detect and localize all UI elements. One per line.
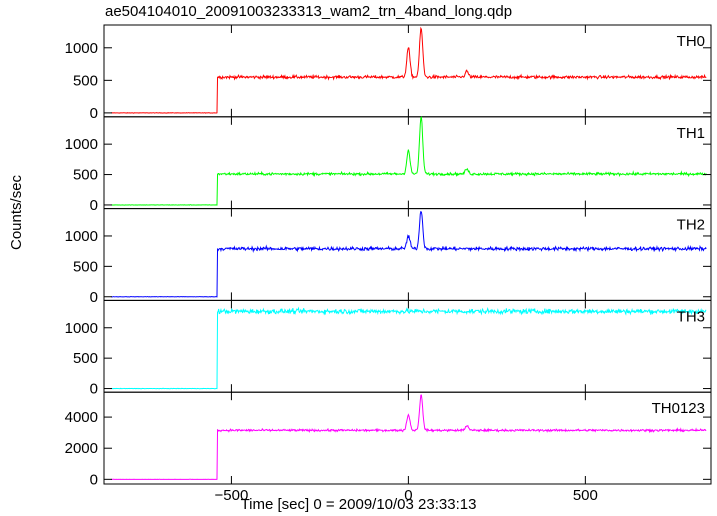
- y-axis-label: Counts/sec: [8, 174, 25, 250]
- x-tick-label: 500: [573, 487, 598, 504]
- light-curve-th0: [111, 26, 707, 114]
- y-tick-label: 0: [90, 105, 98, 122]
- panel-frame-th1: [103, 116, 712, 210]
- y-tick-label: 2000: [65, 440, 98, 457]
- y-tick-label: 0: [90, 197, 98, 214]
- light-curve-th1: [111, 116, 707, 206]
- light-curve-th2: [110, 210, 707, 298]
- y-tick-label: 0: [90, 471, 98, 488]
- y-tick-label: 1000: [65, 40, 98, 57]
- chart-title: ae504104010_20091003233313_wam2_trn_4ban…: [105, 3, 513, 20]
- y-tick-label: 1000: [65, 136, 98, 153]
- panel-label-th0123: TH0123: [652, 400, 705, 417]
- x-tick-label: −500: [215, 487, 249, 504]
- y-tick-label: 500: [73, 350, 98, 367]
- x-axis-label: Time [sec] 0 = 2009/10/03 23:33:13: [240, 496, 477, 513]
- y-tick-label: 0: [90, 381, 98, 398]
- y-tick-label: 500: [73, 258, 98, 275]
- y-tick-label: 1000: [65, 320, 98, 337]
- panel-frame-th2: [103, 208, 712, 301]
- light-curve-th3: [111, 306, 707, 390]
- y-tick-label: 1000: [65, 228, 98, 245]
- y-tick-label: 4000: [65, 409, 98, 426]
- panel-label-th2: TH2: [677, 217, 705, 234]
- panel-label-th3: TH3: [677, 308, 705, 325]
- y-tick-label: 500: [73, 167, 98, 184]
- panel-label-th0: TH0: [677, 33, 705, 50]
- panel-frame-th3: [103, 299, 712, 393]
- light-curve-th0123: [111, 394, 707, 480]
- panel-label-th1: TH1: [677, 125, 705, 142]
- panel-frame-th0: [103, 24, 712, 118]
- panel-frame-th0123: [103, 391, 712, 485]
- x-tick-label: 0: [404, 487, 412, 504]
- y-tick-label: 500: [73, 72, 98, 89]
- y-tick-label: 0: [90, 289, 98, 306]
